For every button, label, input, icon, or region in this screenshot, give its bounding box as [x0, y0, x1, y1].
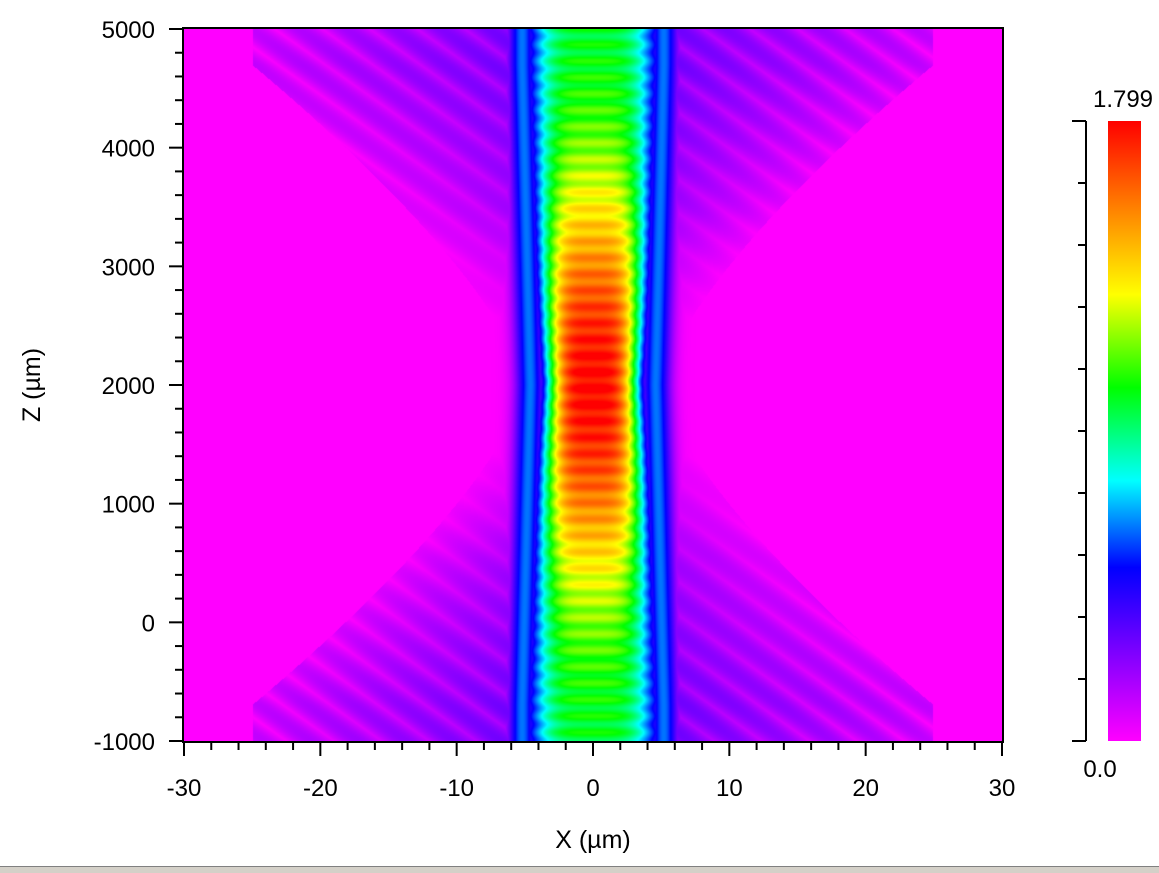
x-axis: -30 -20 -10 0 10 20 30: [167, 742, 1016, 802]
colorbar-min-label: 0.0: [1083, 756, 1116, 783]
x-tick-label: -10: [439, 775, 474, 802]
colorbar-max-label: 1.799: [1093, 86, 1153, 113]
y-tick-label: 0: [142, 610, 155, 637]
status-bar: [0, 866, 1159, 873]
y-axis: -1000 0 1000 2000 3000 4000 5000: [94, 17, 183, 756]
x-tick-label: 30: [989, 775, 1016, 802]
y-tick-label: 3000: [102, 254, 155, 281]
y-tick-label: 5000: [102, 17, 155, 44]
x-tick-label: 0: [586, 775, 599, 802]
y-tick-label: 4000: [102, 136, 155, 163]
y-axis-title: Z (µm): [18, 348, 46, 422]
x-tick-label: 20: [852, 775, 879, 802]
x-axis-title: X (µm): [555, 826, 631, 854]
colorbar-gradient: [1108, 121, 1141, 741]
plot-area: [182, 27, 1004, 743]
heatmap-container: [184, 29, 1002, 741]
y-tick-label: 2000: [102, 373, 155, 400]
y-tick-label: -1000: [94, 729, 155, 756]
colorbar-axis: [1072, 120, 1087, 742]
y-tick-label: 1000: [102, 492, 155, 519]
heatmap-canvas: [184, 29, 1002, 741]
colorbar: 1.799 0.0: [1072, 86, 1153, 783]
x-tick-label: -20: [303, 775, 338, 802]
x-tick-label: -30: [167, 775, 202, 802]
x-tick-label: 10: [716, 775, 743, 802]
